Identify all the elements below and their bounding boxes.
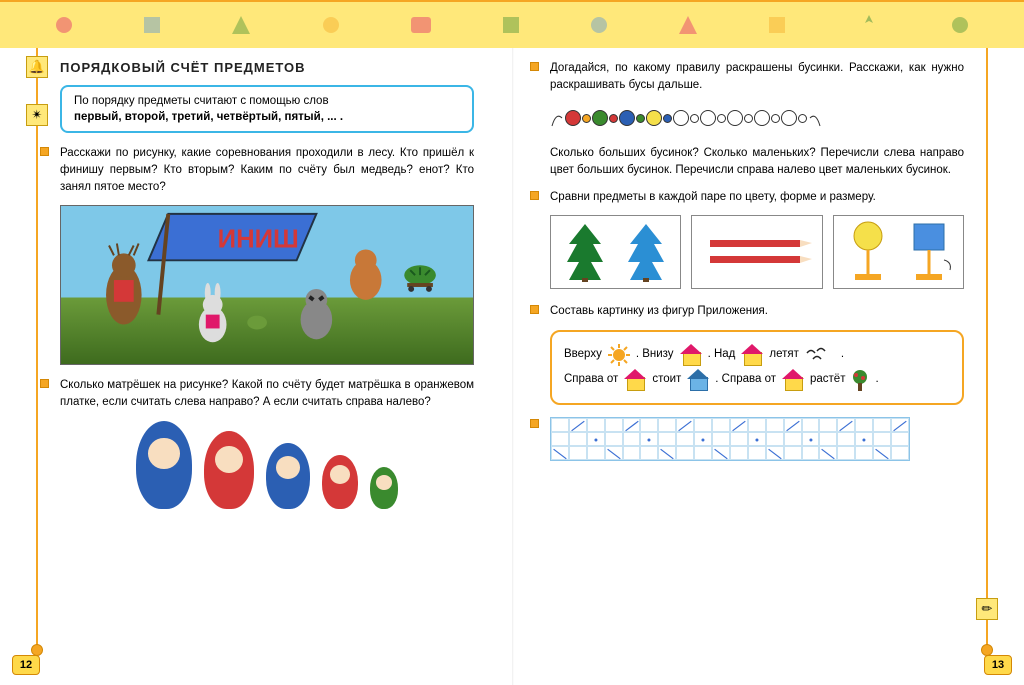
finish-text: ИНИШ bbox=[218, 226, 299, 254]
pair-pencils bbox=[691, 215, 822, 289]
word: . Над bbox=[708, 342, 736, 367]
race-illustration: ИНИШ bbox=[60, 205, 474, 365]
task-beads: Догадайся, по какому правилу раскрашены … bbox=[550, 60, 964, 93]
word: Вверху bbox=[564, 342, 602, 367]
bullet-icon bbox=[40, 379, 49, 388]
word: стоит bbox=[652, 367, 681, 392]
word: . Справа от bbox=[715, 367, 776, 392]
task-race-text: Расскажи по рисунку, какие соревнования … bbox=[60, 147, 474, 192]
page-left: ПОРЯДКОВЫЙ СЧЁТ ПРЕДМЕТОВ По порядку пре… bbox=[0, 48, 512, 685]
bead bbox=[565, 110, 581, 126]
pair-trees bbox=[550, 215, 681, 289]
beads-row bbox=[550, 103, 964, 133]
bead bbox=[673, 110, 689, 126]
sun-icon bbox=[608, 344, 630, 366]
page-number-left: 12 bbox=[12, 655, 40, 675]
bead bbox=[690, 114, 699, 123]
house-icon bbox=[782, 369, 804, 391]
word: растёт bbox=[810, 367, 845, 392]
page-spread: 🔔 ✴ ✏ ПОРЯДКОВЫЙ СЧЁТ ПРЕДМЕТОВ По поряд… bbox=[0, 48, 1024, 685]
word: . Внизу bbox=[636, 342, 674, 367]
page-right: Догадайся, по какому правилу раскрашены … bbox=[512, 48, 1024, 685]
rule-box: По порядку предметы считают с помощью сл… bbox=[60, 85, 474, 133]
bullet-icon bbox=[530, 419, 539, 428]
bead bbox=[582, 114, 591, 123]
tracing-grid bbox=[550, 417, 910, 461]
task-beads-sub: Сколько больших бусинок? Сколько маленьк… bbox=[550, 145, 964, 178]
page-number-right: 13 bbox=[984, 655, 1012, 675]
tree-icon bbox=[851, 369, 869, 391]
bead bbox=[717, 114, 726, 123]
task-matryoshka-text: Сколько матрёшек на рисунке? Какой по сч… bbox=[60, 379, 474, 408]
shape-pairs-row bbox=[550, 215, 964, 289]
bead bbox=[609, 114, 618, 123]
task-compare-text: Сравни предметы в каждой паре по цвету, … bbox=[550, 191, 876, 203]
bead bbox=[727, 110, 743, 126]
task-compose: Составь картинку из фигур Приложения. bbox=[550, 303, 964, 320]
house-icon bbox=[741, 344, 763, 366]
birds-icon bbox=[805, 347, 835, 363]
bead bbox=[771, 114, 780, 123]
house-icon bbox=[680, 344, 702, 366]
bead bbox=[754, 110, 770, 126]
matryoshka bbox=[322, 455, 358, 509]
task-compare: Сравни предметы в каждой паре по цвету, … bbox=[550, 189, 964, 206]
task-race: Расскажи по рисунку, какие соревнования … bbox=[60, 145, 474, 195]
matryoshka bbox=[370, 467, 398, 509]
header-decoration bbox=[0, 0, 1024, 48]
house-icon bbox=[624, 369, 646, 391]
page-title: ПОРЯДКОВЫЙ СЧЁТ ПРЕДМЕТОВ bbox=[60, 60, 474, 75]
bullet-icon bbox=[530, 191, 539, 200]
matryoshka bbox=[266, 443, 310, 509]
bead bbox=[636, 114, 645, 123]
task-beads-sub-text: Сколько больших бусинок? Сколько маленьк… bbox=[550, 147, 964, 176]
bead bbox=[744, 114, 753, 123]
bullet-icon bbox=[530, 305, 539, 314]
matryoshka bbox=[136, 421, 192, 509]
bullet-icon bbox=[530, 62, 539, 71]
bead bbox=[619, 110, 635, 126]
task-matryoshka: Сколько матрёшек на рисунке? Какой по сч… bbox=[60, 377, 474, 410]
task-compose-text: Составь картинку из фигур Приложения. bbox=[550, 305, 768, 317]
house-icon bbox=[687, 369, 709, 391]
word: Справа от bbox=[564, 367, 618, 392]
bullet-icon bbox=[40, 147, 49, 156]
bead bbox=[663, 114, 672, 123]
pair-lamps bbox=[833, 215, 964, 289]
task-beads-text: Догадайся, по какому правилу раскрашены … bbox=[550, 62, 964, 91]
sentence-box: Вверху . Внизу . Над летят . Справа от с… bbox=[550, 330, 964, 405]
matryoshka-row bbox=[60, 421, 474, 509]
bead bbox=[592, 110, 608, 126]
bead bbox=[798, 114, 807, 123]
matryoshka bbox=[204, 431, 254, 509]
bead bbox=[646, 110, 662, 126]
bead bbox=[781, 110, 797, 126]
rule-text-2: первый, второй, третий, четвёртый, пятый… bbox=[74, 111, 343, 123]
word: летят bbox=[769, 342, 799, 367]
bead bbox=[700, 110, 716, 126]
rule-text-1: По порядку предметы считают с помощью сл… bbox=[74, 95, 329, 107]
